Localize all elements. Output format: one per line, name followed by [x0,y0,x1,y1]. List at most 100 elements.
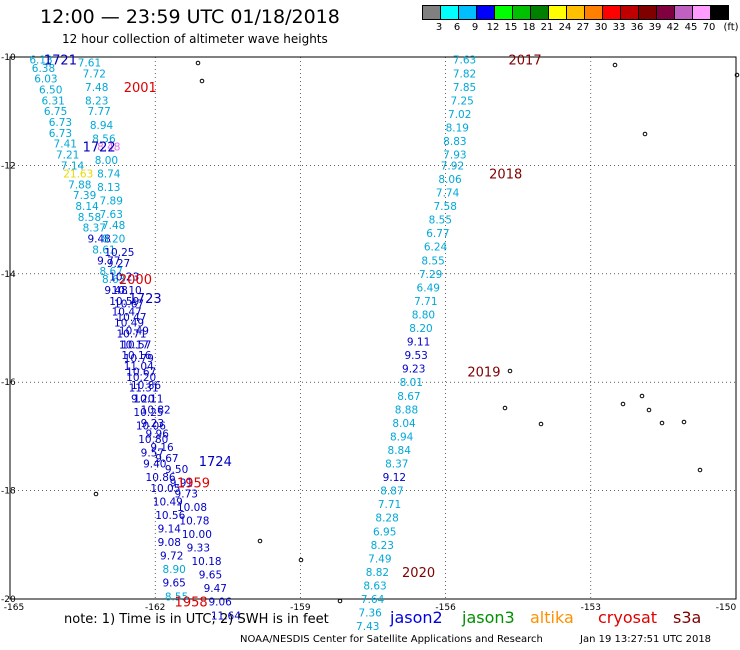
island-marker [502,405,508,411]
wave-height-label: 10.82 [141,404,171,416]
wave-height-label: 9.67 [155,453,178,465]
legend-swatch [710,5,729,20]
wave-height-label: 10.10 [112,285,142,297]
legend-unit: (ft) [723,22,739,33]
wave-height-label: 8.28 [375,513,398,525]
credit-text: NOAA/NESDIS Center for Satellite Applica… [240,634,543,645]
legend-swatch [674,5,693,20]
pass-time-label: 2019 [467,365,500,380]
lon-tick-label: -162 [145,603,165,613]
wave-height-label: 7.89 [100,196,123,208]
wave-height-label: 9.77 [97,255,120,267]
wave-height-label: 8.82 [366,567,389,579]
time-labels: 1721 2001 1722 2000 1723 1724 1959 1958 2017 2018… [44,54,542,611]
satellite-name: altika [530,608,574,627]
legend-swatch [620,5,639,20]
wave-height-label: 9.96 [146,429,170,441]
wave-height-label: 7.36 [358,608,382,620]
legend-swatch [548,5,567,20]
wave-height-label: 10.23 [109,272,139,284]
wave-height-label: 10.79 [124,353,154,365]
wave-height-label: 7.61 [78,57,101,69]
wave-height-label: 8.48 [97,141,120,153]
wave-height-label: 7.72 [83,68,106,80]
wave-height-label: 8.74 [97,169,121,181]
wave-height-label: 8.20 [409,323,432,335]
wave-height-label: 10.49 [114,318,144,330]
wave-height-label: 8.56 [92,133,116,145]
island-marker [642,131,648,137]
wave-height-label: 6.03 [34,74,57,86]
wave-height-label: 8.84 [388,445,412,457]
island-marker [639,393,645,399]
wave-height-label: 8.20 [102,234,125,246]
legend-labels: 3 6 9 12 15 18 21 24 27 30 33 36 39 42 45 70 (ft) [422,22,740,34]
legend-label: 33 [612,22,626,33]
island-marker [337,598,343,604]
wave-height-label: 6.13 [29,55,52,67]
wave-height-label: 7.93 [443,150,466,162]
wave-height-label: 8.55 [165,591,188,603]
wave-height-label: 7.85 [453,82,476,94]
wave-height-label: 6.77 [426,228,449,240]
wave-height-label: 8.83 [443,136,466,148]
gridlines [9,56,737,600]
lat-tick-label: -14 [1,270,16,280]
wave-height-label: 10.86 [146,472,176,484]
wave-height-label: 9.48 [104,285,127,297]
wave-height-label: 10.06 [136,421,166,433]
wave-height-label: 7.48 [85,82,108,94]
wave-height-label: 6.49 [417,282,440,294]
wave-height-label: 7.41 [54,139,77,151]
wave-height-label: 8.87 [380,486,403,498]
wave-height-label: 7.02 [448,109,471,121]
wave-height-label: 9.20 [131,393,154,405]
pass-time-label: 1959 [177,476,210,491]
island-marker [646,407,652,413]
wave-height-label: 9.73 [175,488,198,500]
island-marker [697,467,703,473]
legend-swatch [440,5,459,20]
wave-height-label: 7.71 [414,296,437,308]
wave-height-label: 10.67 [126,366,156,378]
island-marker [507,368,513,374]
satellite-name: cryosat [598,608,658,627]
wave-height-label: 11.31 [129,383,159,395]
wave-height-label: 10.20 [126,372,156,384]
wave-height-label: 9.16 [150,442,174,454]
wave-height-label: 8.61 [92,244,115,256]
lat-tick-label: -16 [1,378,16,388]
pass-time-label: 2000 [119,273,152,288]
wave-height-label: 8.94 [90,120,114,132]
wave-height-label: 8.90 [162,564,185,576]
footer-note: note: 1) Time is in UTC; 2) SWH is in fe… [64,612,329,627]
legend-label: 36 [630,22,644,33]
wave-height-label: 7.14 [61,160,85,172]
legend-swatch [494,5,513,20]
legend-label: 27 [576,22,590,33]
wave-height-label: 9.27 [107,258,130,270]
wave-height-label: 10.71 [116,328,146,340]
wave-height-label: 8.67 [397,391,420,403]
island-marker [681,419,687,425]
legend-swatch [530,5,549,20]
wave-height-label: 9.65 [199,570,222,582]
legend-label: 21 [540,22,554,33]
wave-height-label: 7.21 [56,150,79,162]
wave-height-label: 9.40 [143,459,166,471]
wave-height-label: 8.13 [97,182,120,194]
wave-height-label: 8.37 [83,223,106,235]
wave-height-label: 10.25 [104,247,134,259]
lat-tick-label: -18 [1,487,16,497]
pass-time-label: 2018 [489,168,522,183]
wave-height-label: 8.55 [429,215,452,227]
wave-height-label: 8.94 [390,431,414,443]
legend-label: 6 [453,22,461,33]
tracks: 6.136.386.036.506.316.756.736.737.417.21… [29,55,476,633]
wave-height-label: 10.47 [116,312,146,324]
island-marker [659,420,665,426]
timestamp: Jan 19 13:27:51 UTC 2018 [580,634,712,645]
wave-height-label: 6.73 [49,128,72,140]
island-marker [612,62,618,68]
wave-height-label: 21.63 [63,169,93,181]
